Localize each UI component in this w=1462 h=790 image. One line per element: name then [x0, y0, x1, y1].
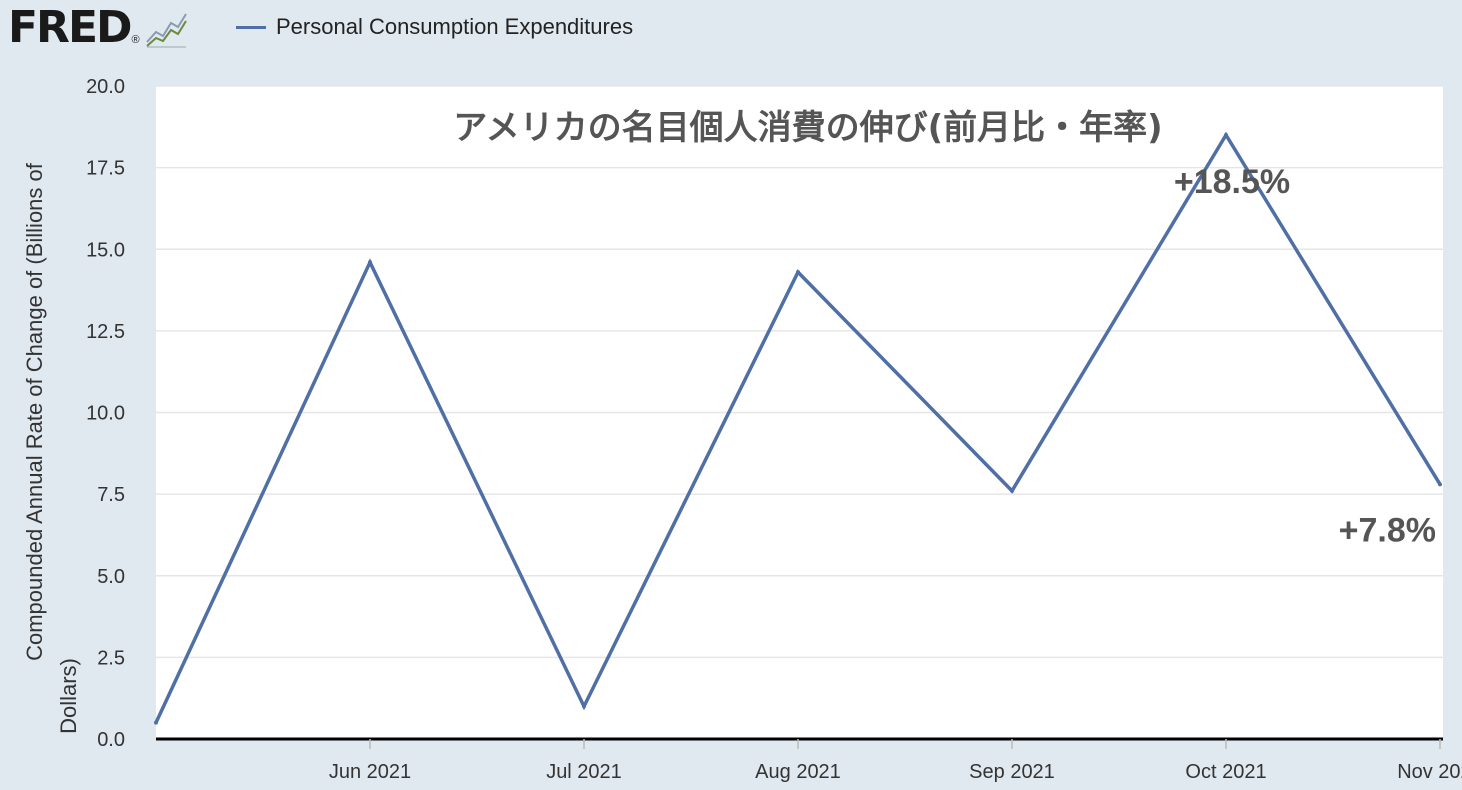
y-tick-label: 20.0 [86, 76, 125, 98]
data-point [154, 720, 158, 725]
x-tick-label: Nov 2021 [1397, 761, 1462, 783]
x-tick-label: Jul 2021 [546, 761, 622, 783]
x-tick-label: Aug 2021 [755, 761, 841, 783]
y-tick-label: 7.5 [97, 484, 125, 506]
annotation-label: +7.8% [1339, 511, 1436, 549]
data-point [1224, 132, 1228, 137]
data-point [1438, 482, 1442, 487]
y-tick-label: 17.5 [86, 158, 125, 180]
y-tick-label: 12.5 [86, 321, 125, 343]
chart-title: アメリカの名目個人消費の伸び(前月比・年率) [453, 108, 1162, 148]
data-point [582, 704, 586, 709]
annotation-label: +18.5% [1174, 163, 1290, 201]
registered-mark: ® [131, 34, 140, 46]
y-tick-label: 2.5 [97, 647, 125, 669]
y-tick-label: 5.0 [97, 566, 125, 588]
legend-swatch [236, 25, 266, 29]
x-tick-label: Jun 2021 [329, 761, 411, 783]
data-point [368, 260, 372, 265]
x-tick-label: Oct 2021 [1185, 761, 1266, 783]
y-tick-label: 15.0 [86, 239, 125, 261]
y-tick-label: 10.0 [86, 403, 125, 425]
y-axis-label: Compounded Annual Rate of Change of (Bil… [22, 162, 47, 661]
y-tick-label: 0.0 [97, 729, 125, 751]
y-axis-label: Dollars) [56, 658, 81, 734]
data-point [796, 270, 800, 275]
legend-label: Personal Consumption Expenditures [276, 14, 634, 39]
chart-header: FRED ® Personal Consumption Expenditures [0, 0, 1462, 60]
data-point [1010, 488, 1014, 493]
fred-logo[interactable]: FRED ® [8, 4, 188, 52]
logo-text: FRED [8, 2, 133, 53]
x-tick-label: Sep 2021 [969, 761, 1055, 783]
legend: Personal Consumption Expenditures [236, 12, 633, 42]
line-chart-icon [144, 9, 187, 48]
